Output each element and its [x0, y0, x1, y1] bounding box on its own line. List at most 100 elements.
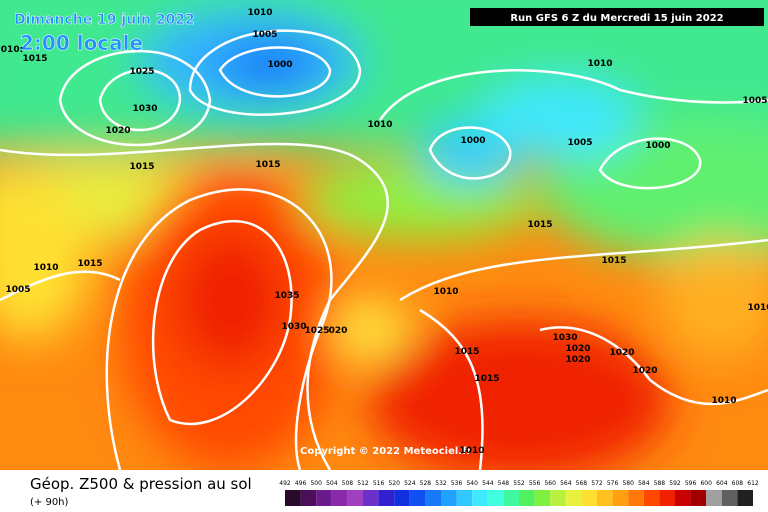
scale-label: 564 — [560, 480, 572, 487]
isobar-label: 1015 — [255, 160, 280, 170]
isobar-label: 1015 — [77, 259, 102, 269]
isobar-label: 1020 — [565, 355, 590, 365]
scale-label: 568 — [576, 480, 588, 487]
scale-label: 608 — [732, 480, 744, 487]
scale-swatch — [721, 490, 738, 506]
scale-swatch — [690, 490, 707, 506]
scale-swatch — [316, 490, 332, 506]
scale-label: 580 — [622, 480, 634, 487]
isobar-label: 1000 — [460, 136, 485, 146]
isobar-label: 1015 — [601, 256, 626, 266]
scale-label: 496 — [295, 480, 307, 487]
scale-swatch — [643, 490, 660, 506]
scale-swatch — [706, 490, 722, 506]
scale-swatch — [534, 490, 551, 506]
scale-label: 592 — [669, 480, 681, 487]
isobar-label: 1010 — [747, 303, 768, 313]
scale-swatch — [285, 490, 301, 506]
isobar-label: 1010 — [33, 263, 58, 273]
isobar-label: 010: — [1, 45, 23, 55]
isobar-label: 1000 — [645, 141, 670, 151]
scale-label: 560 — [544, 480, 556, 487]
isobar-label: 1010 — [367, 120, 392, 130]
scale-label: 536 — [451, 480, 463, 487]
copyright: Copyright © 2022 Meteociel.fr — [300, 446, 471, 457]
isobar-label: 1010 — [459, 446, 484, 456]
forecast-date: Dimanche 19 juin 2022 — [14, 12, 195, 28]
scale-label: 612 — [747, 480, 759, 487]
scale-swatch — [597, 490, 613, 506]
scale-label: 540 — [466, 480, 478, 487]
scale-swatch — [550, 490, 566, 506]
scale-label: 528 — [420, 480, 432, 487]
scale-swatch — [409, 490, 426, 506]
scale-swatch — [565, 490, 582, 506]
scale-swatch — [425, 490, 441, 506]
isobar-label: 1010 — [711, 396, 736, 406]
isobar-label: 1005 — [567, 138, 592, 148]
isobar-label: 020 — [329, 326, 348, 336]
scale-label: 552 — [513, 480, 525, 487]
isobar-label: 1005 — [5, 285, 30, 295]
scale-label: 508 — [342, 480, 354, 487]
scale-label: 604 — [716, 480, 728, 487]
scale-swatch — [628, 490, 644, 506]
isobar-label: 1000 — [267, 60, 292, 70]
isobar-label: 1020 — [105, 126, 130, 136]
scale-label: 500 — [310, 480, 322, 487]
scale-swatch — [487, 490, 504, 506]
isobar-label: 1015 — [527, 220, 552, 230]
isobar-label: 1030 — [552, 333, 577, 343]
scale-swatch — [347, 490, 363, 506]
isobar-label: 1005 — [252, 30, 277, 40]
scale-label: 504 — [326, 480, 338, 487]
scale-swatch — [331, 490, 348, 506]
isobar-label: 1015 — [474, 374, 499, 384]
scale-swatch — [472, 490, 488, 506]
isobar-label: 1010 — [247, 8, 272, 18]
scale-label: 584 — [638, 480, 650, 487]
scale-label: 492 — [279, 480, 291, 487]
footer-title: Géop. Z500 & pression au sol — [30, 475, 252, 493]
scale-label: 576 — [607, 480, 619, 487]
scale-swatch — [300, 490, 317, 506]
scale-label: 548 — [498, 480, 510, 487]
scale-label: 588 — [654, 480, 666, 487]
map-field — [0, 0, 768, 470]
scale-swatch — [503, 490, 519, 506]
scale-label: 572 — [591, 480, 603, 487]
scale-label: 512 — [357, 480, 369, 487]
scale-swatch — [581, 490, 597, 506]
isobar-label: 1020 — [632, 366, 657, 376]
scale-swatch — [737, 490, 753, 506]
scale-label: 524 — [404, 480, 416, 487]
run-banner — [470, 8, 764, 26]
scale-label: 532 — [435, 480, 447, 487]
isobar-label: 1020 — [565, 344, 590, 354]
scale-label: 520 — [388, 480, 400, 487]
lead-time: (+ 90h) — [30, 497, 69, 508]
isobar-label: 1015 — [129, 162, 154, 172]
scale-label: 544 — [482, 480, 494, 487]
isobar-label: 1005 — [742, 96, 767, 106]
isobar-label: 1035 — [274, 291, 299, 301]
isobar-label: 1015 — [22, 54, 47, 64]
scale-label: 596 — [685, 480, 697, 487]
scale-swatch — [363, 490, 379, 506]
scale-swatch — [441, 490, 457, 506]
forecast-time: 2:00 locale — [20, 31, 143, 55]
scale-label: 600 — [700, 480, 712, 487]
isobar-label: 1030 — [132, 104, 157, 114]
scale-label: 516 — [373, 480, 385, 487]
isobar-label: 1030 — [281, 322, 306, 332]
scale-swatch — [378, 490, 395, 506]
scale-swatch — [675, 490, 691, 506]
scale-swatch — [519, 490, 535, 506]
scale-swatch — [612, 490, 629, 506]
isobar-label: 1010 — [433, 287, 458, 297]
scale-swatch — [659, 490, 675, 506]
isobar-label: 1010 — [587, 59, 612, 69]
isobar-label: 1015 — [454, 347, 479, 357]
